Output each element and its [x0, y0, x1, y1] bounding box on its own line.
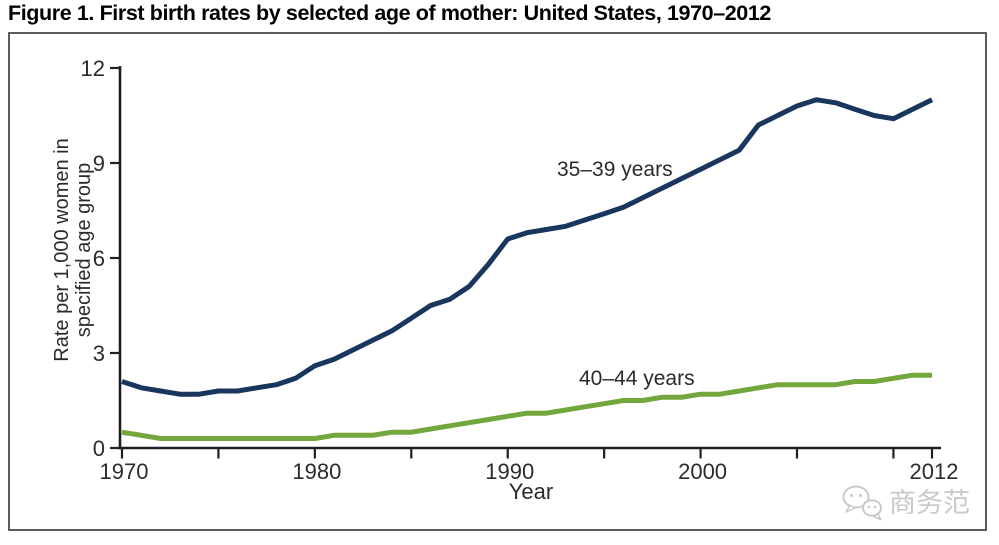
figure-title: Figure 1. First birth rates by selected … [8, 1, 771, 25]
x-tick-label: 1990 [485, 459, 534, 484]
x-tick-label: 1980 [292, 459, 341, 484]
y-tick-label: 0 [93, 436, 105, 461]
y-axis-title-line2: specified age group [73, 163, 95, 338]
y-axis-title-line1: Rate per 1,000 women in [51, 138, 73, 361]
x-tick-label: 1970 [100, 459, 149, 484]
series-label-35-39-years: 35–39 years [557, 158, 673, 181]
y-tick-label: 6 [93, 246, 105, 271]
series-line-35-39-years [121, 97, 934, 397]
watermark-text: 商务范 [889, 487, 970, 518]
y-tick-label: 9 [93, 151, 105, 176]
y-tick-label: 12 [81, 56, 105, 81]
x-tick-label: 2000 [678, 459, 727, 484]
watermark: 商务范 [841, 484, 987, 522]
chart-border [8, 32, 987, 531]
y-tick-label: 3 [93, 341, 105, 366]
wechat-logo-icon [842, 485, 882, 521]
series-label-40-44-years: 40–44 years [579, 367, 695, 390]
x-tick-label: 2012 [910, 459, 959, 484]
series-line-40-44-years [121, 372, 932, 441]
x-axis-title: Year [509, 479, 553, 504]
